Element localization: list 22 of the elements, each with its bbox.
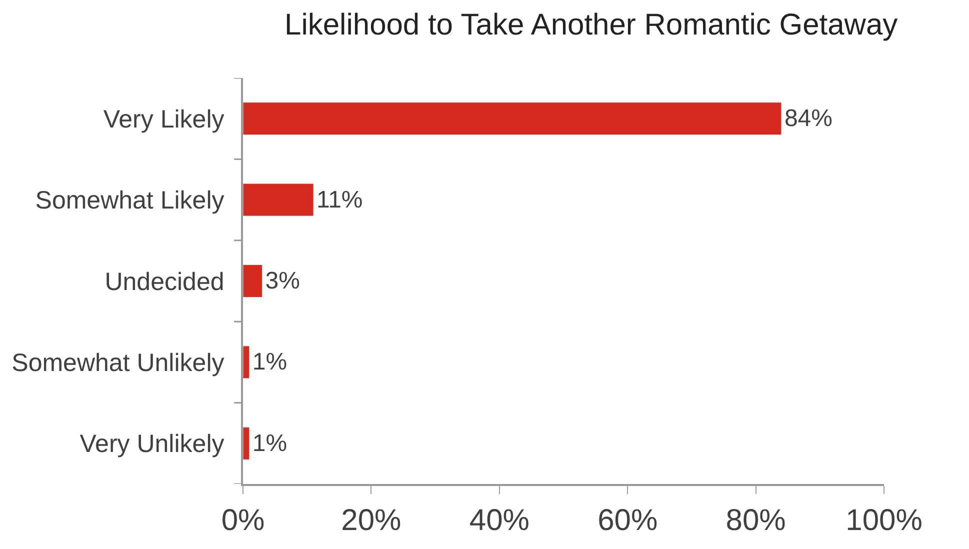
y-tick-label: Somewhat Likely (35, 186, 225, 215)
bar (243, 183, 314, 216)
bar (243, 426, 250, 460)
x-tick-label: 80% (726, 504, 786, 537)
data-label: 1% (252, 348, 288, 376)
data-label: 3% (265, 268, 300, 294)
data-label: 1% (252, 430, 288, 457)
x-tick-label: 100% (846, 504, 922, 537)
x-tick-label: 0% (221, 504, 265, 537)
x-tick-label: 60% (598, 504, 658, 537)
bar (243, 346, 250, 379)
y-tick-label: Very Unlikely (80, 430, 225, 458)
bar (243, 102, 782, 136)
data-label: 84% (784, 105, 832, 132)
y-tick-label: Very Likely (103, 105, 225, 134)
data-label: 11% (316, 186, 363, 214)
chart-title: Likelihood to Take Another Romantic Getaway (284, 8, 898, 42)
x-tick-label: 20% (341, 504, 402, 537)
bar (243, 264, 262, 298)
x-tick-label: 40% (469, 504, 530, 537)
y-tick-label: Undecided (104, 268, 224, 296)
y-tick-label: Somewhat Unlikely (12, 348, 225, 377)
